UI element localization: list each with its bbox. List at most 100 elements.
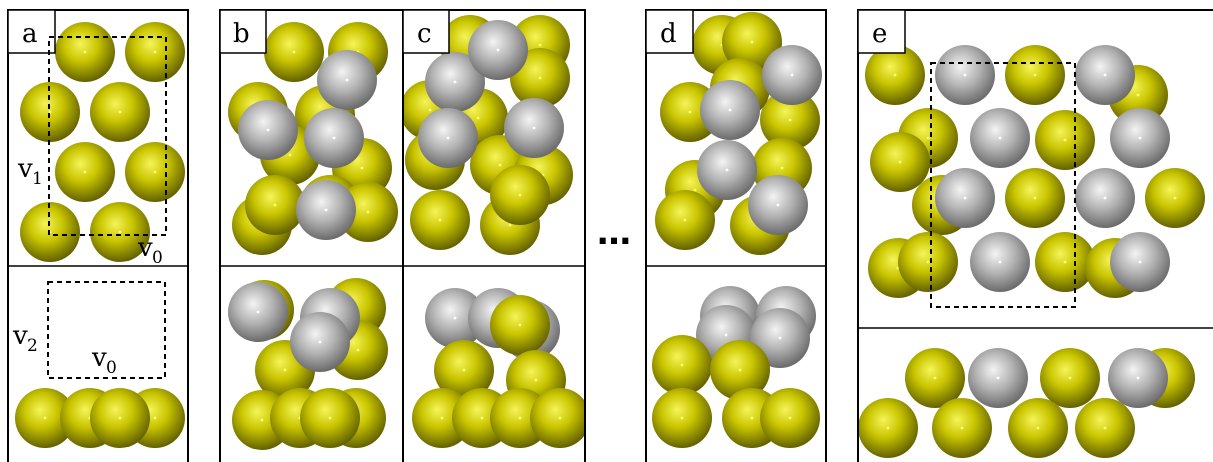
atom-center-dot xyxy=(153,50,157,54)
atom-center-dot xyxy=(446,136,450,140)
atom-center-dot xyxy=(1063,260,1067,264)
panel-b-label-box xyxy=(219,9,267,54)
v2-label: v xyxy=(12,321,28,351)
atom-center-dot xyxy=(1138,136,1142,140)
atom-center-dot xyxy=(776,203,780,207)
atom-center-dot xyxy=(438,218,442,222)
panel-e-cell-outline xyxy=(930,62,1076,308)
v2-subscript: 2 xyxy=(27,336,38,356)
atom-center-dot xyxy=(1033,73,1037,77)
atom-center-dot xyxy=(1103,196,1107,200)
atom-center-dot xyxy=(532,126,536,130)
atom-center-dot xyxy=(498,163,502,167)
side-cell-outline xyxy=(47,281,166,379)
atom-center-dot xyxy=(963,73,967,77)
atom-center-dot xyxy=(153,170,157,174)
atom-center-dot xyxy=(360,166,364,170)
atom-center-dot xyxy=(508,223,512,227)
panel-e-frame xyxy=(857,9,1213,462)
atom-center-dot xyxy=(538,76,542,80)
atom-center-dot xyxy=(324,208,328,212)
v0-top-label: v xyxy=(137,233,153,263)
atom-center-dot xyxy=(292,50,296,54)
atom-center-dot xyxy=(118,416,122,420)
panel-a-frame xyxy=(7,9,189,462)
atom-center-dot xyxy=(288,153,292,157)
panel-b: b xyxy=(219,9,404,462)
top-cell-outline xyxy=(48,36,167,236)
panel-e-atoms xyxy=(858,45,1205,458)
atom-center-dot xyxy=(1136,376,1140,380)
atom-center-dot xyxy=(518,323,522,327)
atom-center-dot xyxy=(998,260,1002,264)
panel-a-label-box xyxy=(7,9,56,54)
panel-e: e xyxy=(857,9,1213,462)
atom-center-dot xyxy=(453,316,457,320)
atom-center-dot xyxy=(750,40,754,44)
atom-center-dot xyxy=(1103,73,1107,77)
atom-center-dot xyxy=(688,110,692,114)
panel-d-atoms xyxy=(652,12,822,448)
atom-center-dot xyxy=(680,416,684,420)
panel-d-label-box xyxy=(645,9,694,54)
atom-center-dot xyxy=(538,43,542,47)
v0-bottom-label: v xyxy=(91,343,107,373)
atom-center-dot xyxy=(750,416,754,420)
atom-center-dot xyxy=(273,203,277,207)
atom-center-dot xyxy=(496,48,500,52)
panel-d-label: d xyxy=(660,19,677,49)
atom-center-dot xyxy=(1173,196,1177,200)
atom-center-dot xyxy=(886,426,890,430)
atom-center-dot xyxy=(534,378,538,382)
panel-e-label: e xyxy=(872,19,887,49)
atom-center-dot xyxy=(428,108,432,112)
atom-center-dot xyxy=(725,168,729,172)
atom-center-dot xyxy=(680,363,684,367)
atom-center-dot xyxy=(790,73,794,77)
atom-center-dot xyxy=(1036,426,1040,430)
atom-center-dot xyxy=(558,416,562,420)
v1-subscript: 1 xyxy=(32,169,43,189)
atom-center-dot xyxy=(1138,260,1142,264)
ellipsis: … xyxy=(597,213,631,253)
atom-center-dot xyxy=(960,426,964,430)
atom-center-dot xyxy=(926,136,930,140)
gold-atom xyxy=(530,388,585,448)
atom-center-dot xyxy=(788,416,792,420)
panel-a-atoms xyxy=(15,22,185,448)
atom-center-dot xyxy=(345,78,349,82)
panel-c-label: c xyxy=(417,19,432,49)
atom-center-dot xyxy=(933,376,937,380)
atom-center-dot xyxy=(1103,426,1107,430)
atom-center-dot xyxy=(476,116,480,120)
panel-a-label: a xyxy=(22,19,38,49)
atom-center-dot xyxy=(1033,196,1037,200)
atom-center-dot xyxy=(518,193,522,197)
atom-center-dot xyxy=(693,188,697,192)
panel-a: a v 1 v 0 v 2 v 0 xyxy=(7,9,189,462)
atom-center-dot xyxy=(83,50,87,54)
atom-center-dot xyxy=(48,110,52,114)
v1-label: v xyxy=(17,154,33,184)
atom-center-dot xyxy=(153,416,157,420)
panel-c: c xyxy=(402,9,586,462)
atom-center-dot xyxy=(1068,376,1072,380)
atom-center-dot xyxy=(683,218,687,222)
atom-center-dot xyxy=(266,128,270,132)
atom-center-dot xyxy=(260,418,264,422)
atom-center-dot xyxy=(893,73,897,77)
atom-center-dot xyxy=(43,416,47,420)
atom-center-dot xyxy=(283,368,287,372)
panel-b-atoms xyxy=(228,22,398,450)
atom-center-dot xyxy=(118,230,122,234)
v0-top-subscript: 0 xyxy=(152,248,163,268)
atom-center-dot xyxy=(738,368,742,372)
atom-center-dot xyxy=(366,210,370,214)
atom-center-dot xyxy=(998,136,1002,140)
panel-c-label-box xyxy=(402,9,450,54)
atom-center-dot xyxy=(356,348,360,352)
atom-center-dot xyxy=(318,340,322,344)
atom-center-dot xyxy=(118,110,122,114)
panel-e-label-box xyxy=(857,9,906,54)
